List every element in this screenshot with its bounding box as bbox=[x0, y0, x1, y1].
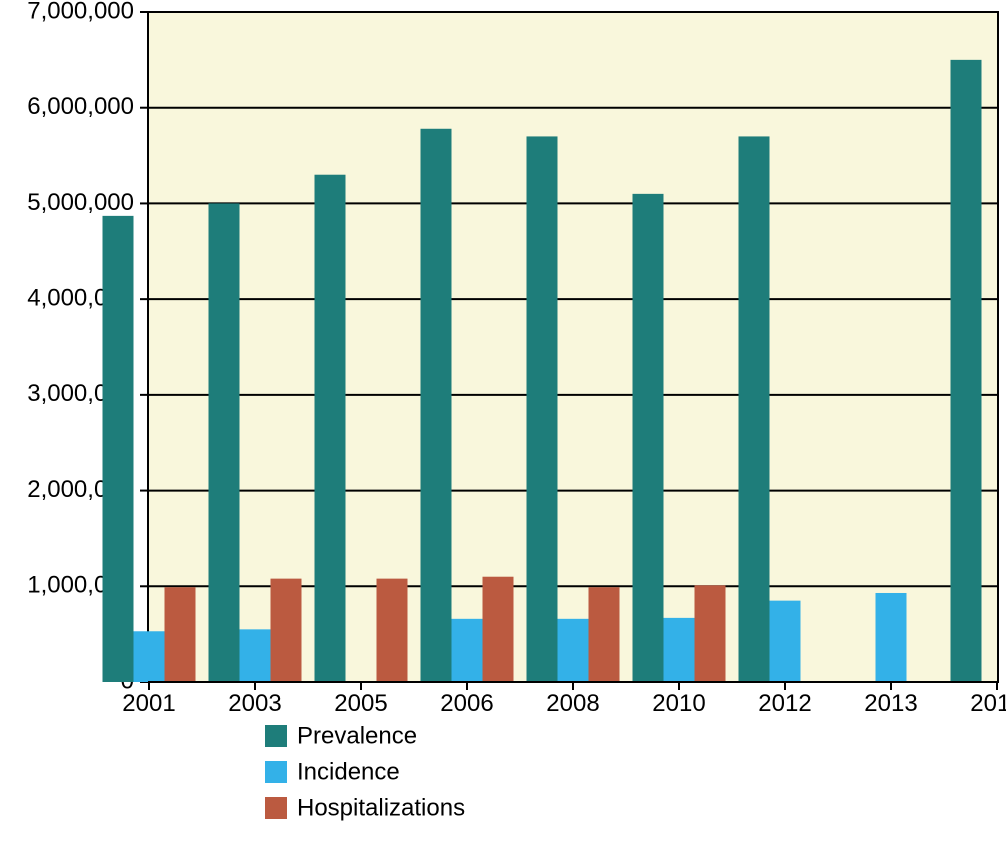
x-tick-label: 2012 bbox=[758, 690, 811, 717]
x-tick-label: 2006 bbox=[440, 690, 493, 717]
x-tick-label: 2003 bbox=[228, 690, 281, 717]
bar-prevalence bbox=[527, 136, 558, 682]
bar-incidence bbox=[240, 629, 271, 682]
bar-incidence bbox=[558, 619, 589, 682]
y-tick-label: 7,000,000 bbox=[27, 0, 134, 24]
x-tick-label: 2013 bbox=[864, 690, 917, 717]
bar-prevalence bbox=[739, 136, 770, 682]
x-tick-label: 2008 bbox=[546, 690, 599, 717]
bar-prevalence bbox=[209, 203, 240, 682]
bar-hospitalizations bbox=[271, 579, 302, 682]
legend-swatch-incidence bbox=[265, 761, 287, 783]
bar-incidence bbox=[452, 619, 483, 682]
bar-prevalence bbox=[421, 129, 452, 682]
legend-swatch-prevalence bbox=[265, 725, 287, 747]
bar-prevalence bbox=[633, 194, 664, 682]
x-tick-label: 2005 bbox=[334, 690, 387, 717]
y-tick-label: 5,000,000 bbox=[27, 189, 134, 216]
bar-prevalence bbox=[315, 175, 346, 682]
legend-label-hospitalizations: Hospitalizations bbox=[297, 794, 465, 821]
bar-incidence bbox=[876, 593, 907, 682]
y-tick-label: 6,000,000 bbox=[27, 93, 134, 120]
bar-incidence bbox=[664, 618, 695, 682]
bar-hospitalizations bbox=[483, 577, 514, 682]
legend-label-prevalence: Prevalence bbox=[297, 722, 417, 749]
bar-hospitalizations bbox=[695, 585, 726, 682]
x-tick-label: 2001 bbox=[122, 690, 175, 717]
legend-swatch-hospitalizations bbox=[265, 797, 287, 819]
bar-incidence bbox=[770, 601, 801, 682]
bar-hospitalizations bbox=[589, 587, 620, 682]
chart-container: 01,000,0002,000,0003,000,0004,000,0005,0… bbox=[0, 0, 1006, 844]
bar-prevalence bbox=[103, 216, 134, 682]
legend-label-incidence: Incidence bbox=[297, 758, 400, 785]
bar-incidence bbox=[134, 631, 165, 682]
bar-hospitalizations bbox=[377, 579, 408, 682]
bar-hospitalizations bbox=[165, 587, 196, 682]
bar-prevalence bbox=[951, 60, 982, 682]
x-tick-label: 2014 bbox=[970, 690, 1006, 717]
x-tick-label: 2010 bbox=[652, 690, 705, 717]
chart-svg: 01,000,0002,000,0003,000,0004,000,0005,0… bbox=[0, 0, 1006, 844]
